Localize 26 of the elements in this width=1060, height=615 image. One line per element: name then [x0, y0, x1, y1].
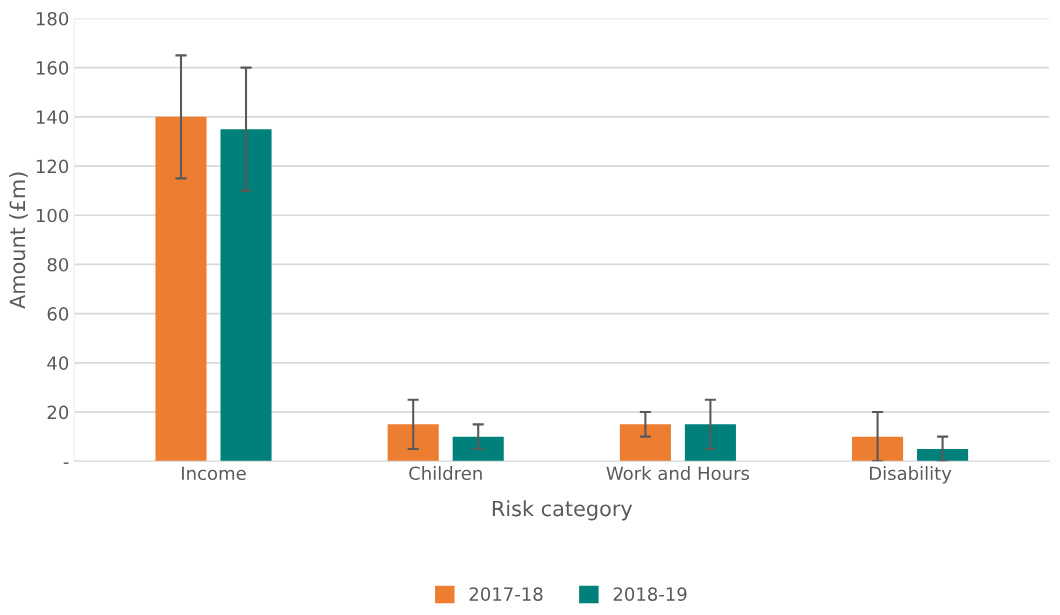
y-tick-label: 80: [47, 257, 69, 272]
bar: [387, 424, 439, 462]
bar: [619, 424, 671, 462]
x-axis-title: Risk category: [492, 500, 633, 521]
bar: [917, 448, 969, 462]
y-tick-label: 40: [47, 356, 69, 370]
y-tick-label: 160: [36, 61, 69, 75]
bar: [452, 436, 504, 462]
bar: [852, 436, 904, 462]
x-tick-label: Disability: [870, 466, 952, 484]
bar: [220, 129, 272, 462]
y-tick-label: 60: [47, 307, 69, 321]
legend-label: 2017-18: [469, 587, 543, 601]
legend-label: 2018-19: [613, 587, 687, 601]
y-tick-label: 100: [36, 208, 69, 223]
y-tick-label: 20: [47, 405, 69, 420]
bar: [155, 116, 207, 462]
x-tick-label: Children: [409, 466, 482, 481]
x-tick-label: Income: [182, 466, 246, 481]
y-tick-label: 180: [36, 11, 69, 26]
y-tick-label: 140: [36, 110, 69, 124]
y-tick-label: 120: [36, 159, 69, 174]
y-tick-label: -: [63, 462, 69, 464]
bar: [684, 424, 736, 462]
y-axis-title: Amount (£m): [9, 172, 28, 309]
x-tick-label: Work and Hours: [606, 466, 750, 481]
